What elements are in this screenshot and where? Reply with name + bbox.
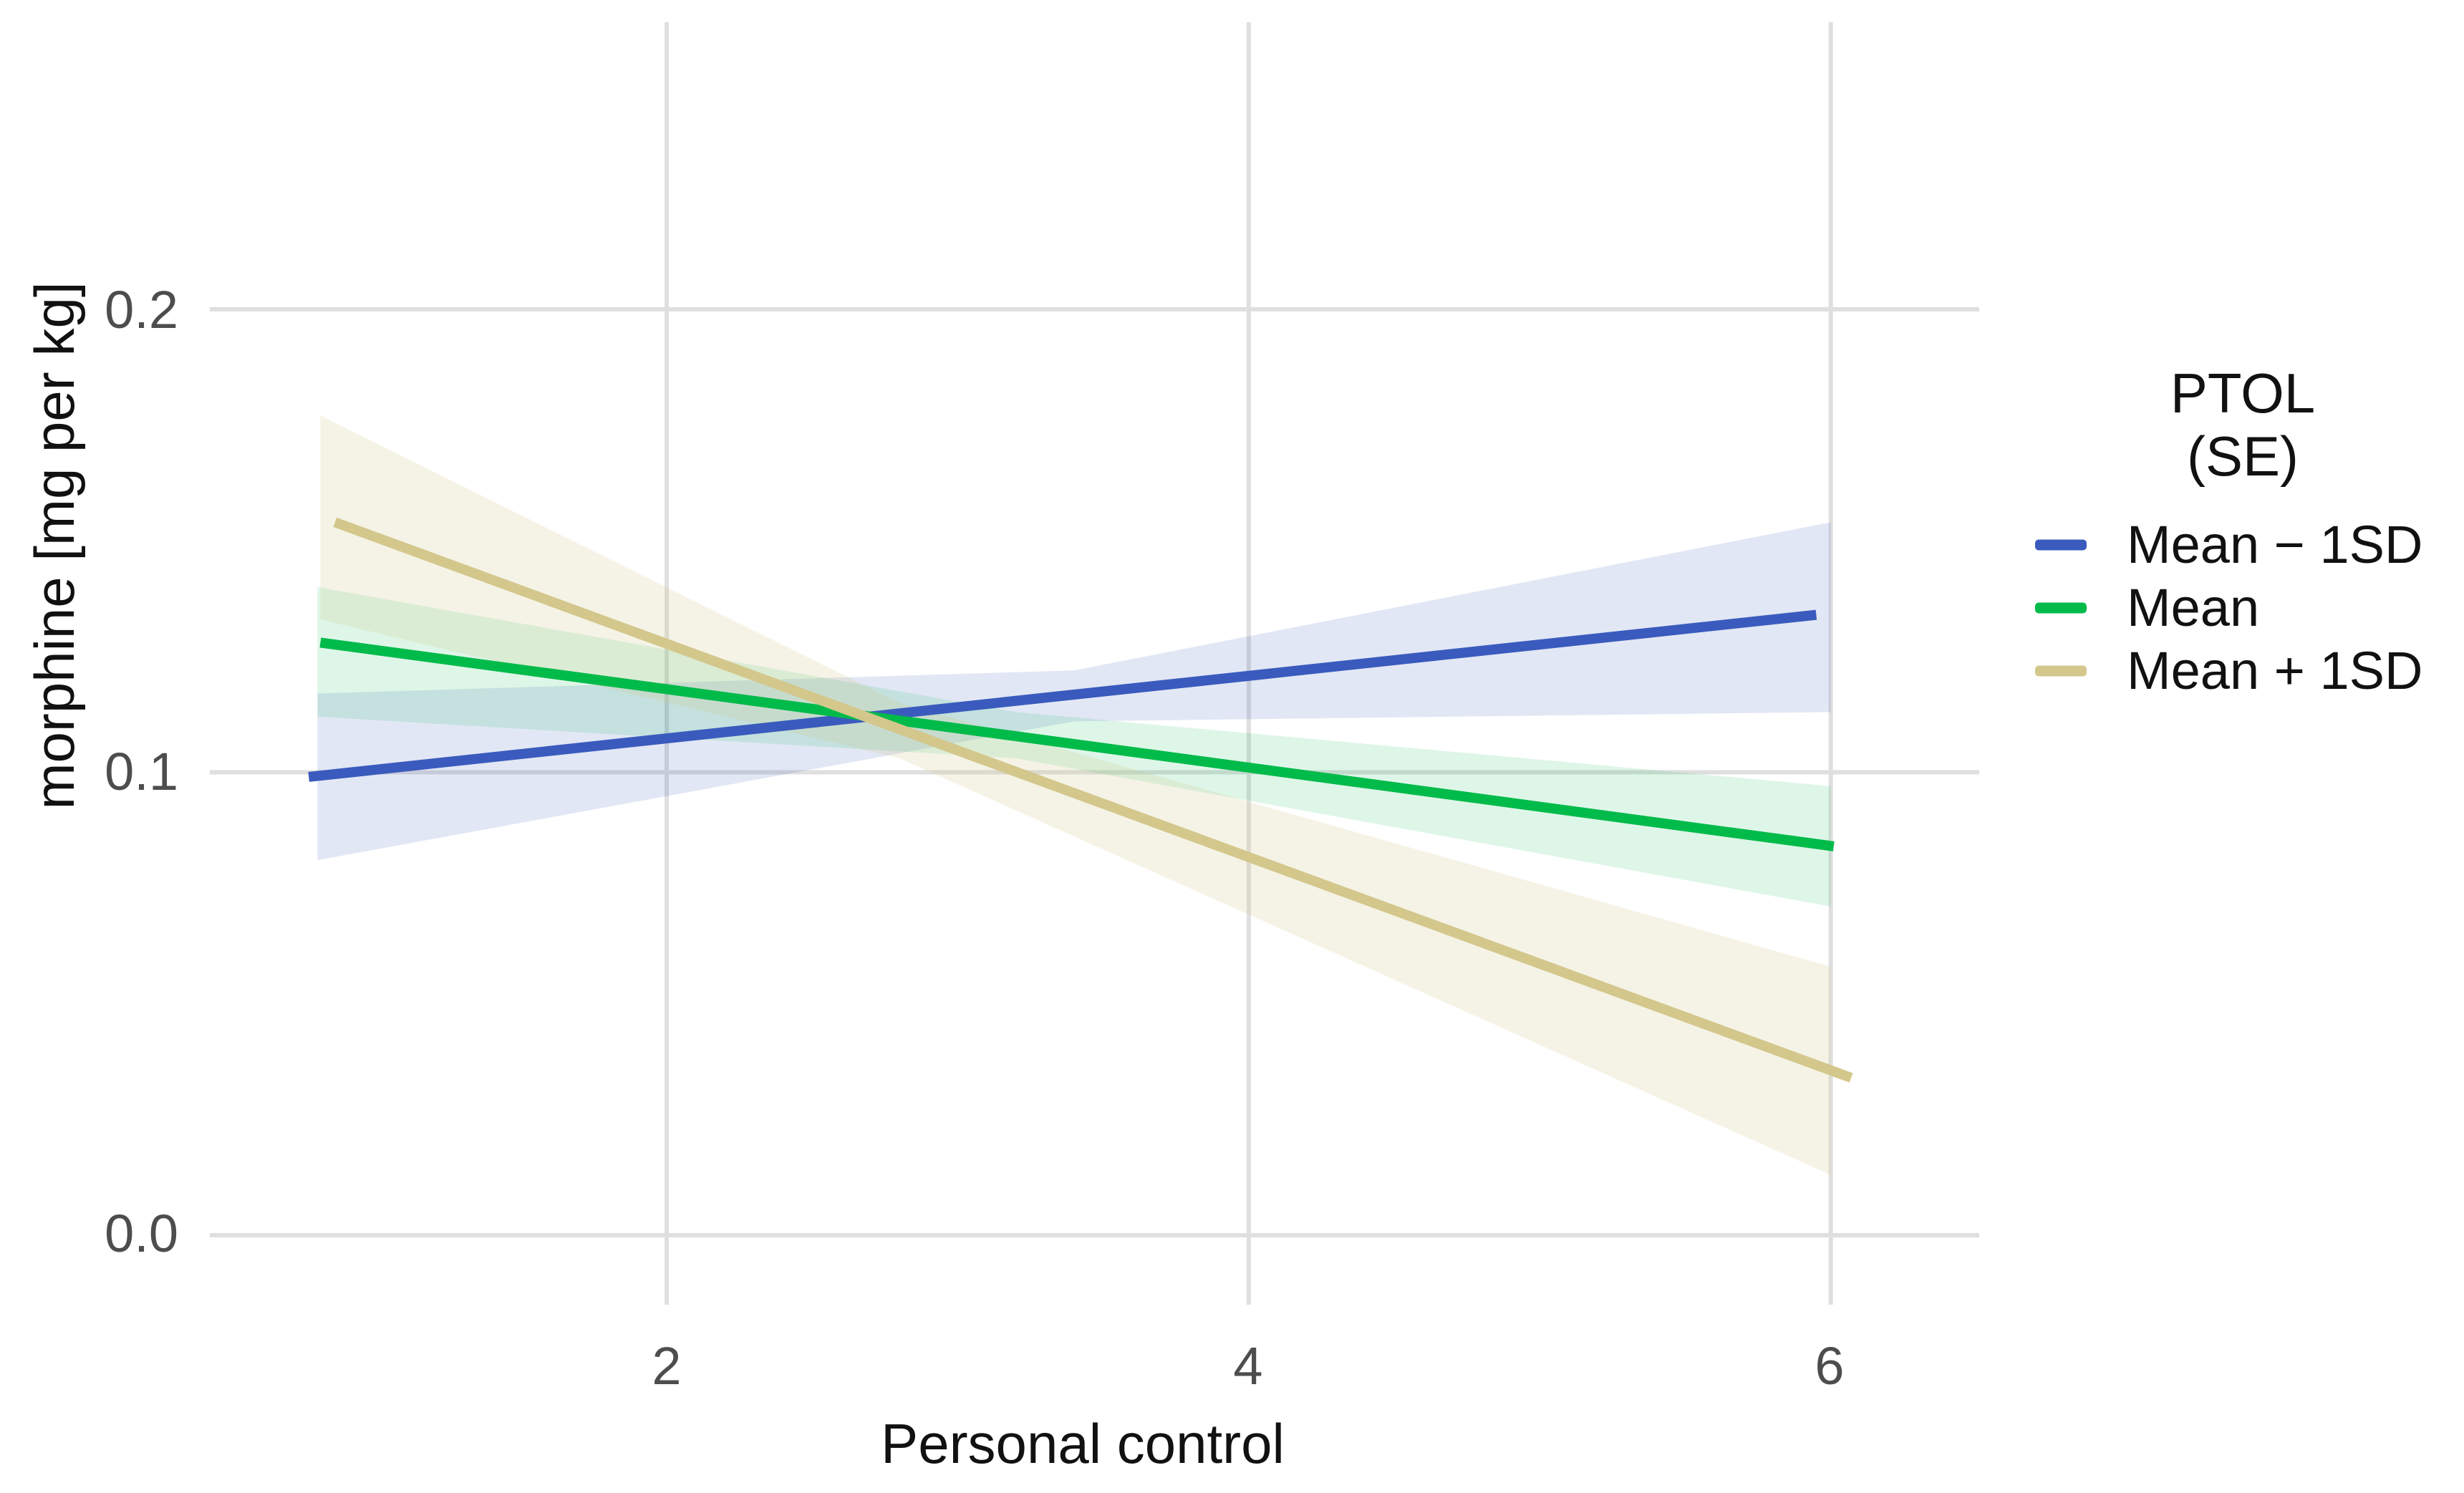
legend-key-line-icon	[2035, 539, 2087, 551]
legend-item-label: Mean + 1SD	[2127, 641, 2423, 700]
legend-item-label: Mean − 1SD	[2127, 515, 2423, 574]
trend-line-Mean	[319, 637, 1835, 851]
trend-line-Mean-+-1SD	[333, 517, 1853, 1083]
legend-item-mean-plus-1sd: Mean + 1SD	[2035, 639, 2464, 702]
legend-title: PTOL (SE)	[2035, 362, 2450, 488]
y-axis-tick-label-0.2: 0.2	[105, 280, 178, 339]
y-axis-tick-label-0.1: 0.1	[105, 742, 178, 801]
legend-item-label: Mean	[2127, 578, 2260, 637]
trend-line-Mean-−-1SD	[308, 609, 1817, 782]
legend-title-line-1: PTOL	[2170, 362, 2316, 425]
x-axis-tick-label-4: 4	[1233, 1336, 1263, 1396]
x-axis-title: Personal control	[881, 1412, 1285, 1475]
legend-key-line-icon	[2035, 665, 2087, 677]
x-axis-tick-label-6: 6	[1815, 1336, 1845, 1396]
legend: PTOL (SE) Mean − 1SD Mean Mean + 1SD	[2035, 362, 2464, 697]
legend-key-line-icon	[2035, 602, 2087, 614]
y-axis-tick-label-0.0: 0.0	[105, 1204, 178, 1263]
x-axis-tick-label-2: 2	[652, 1336, 682, 1396]
legend-item-mean: Mean	[2035, 576, 2464, 639]
legend-title-line-2: (SE)	[2187, 425, 2299, 488]
y-axis-title: morphine [mg per kg]	[23, 281, 86, 810]
legend-item-mean-minus-1sd: Mean − 1SD	[2035, 513, 2464, 576]
